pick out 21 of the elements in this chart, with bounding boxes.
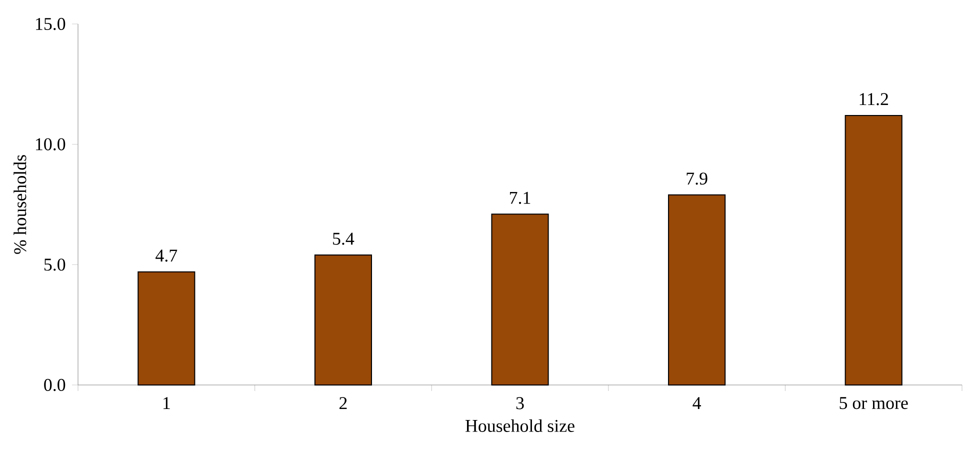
- y-axis-title: % households: [14, 155, 26, 254]
- data-label: 11.2: [860, 93, 888, 106]
- bar: [668, 194, 726, 386]
- bar: [138, 271, 196, 386]
- y-tick-label: 10.0: [36, 138, 66, 150]
- x-tick-label: 2: [340, 397, 347, 410]
- x-axis-title: Household size: [465, 419, 574, 432]
- x-tick-label: 3: [516, 397, 524, 410]
- bar: [844, 114, 902, 386]
- data-label: 7.9: [686, 172, 708, 185]
- data-label: 7.1: [510, 192, 530, 204]
- x-tick-label: 1: [164, 397, 170, 409]
- y-tick-label: 5.0: [44, 258, 66, 271]
- bar: [491, 214, 549, 386]
- data-label: 5.4: [333, 232, 354, 245]
- x-tick-label: 4: [692, 397, 702, 409]
- y-tick-label: 0.0: [44, 378, 66, 392]
- x-tick-label: 5 or more: [840, 397, 908, 410]
- data-label: 4.7: [156, 250, 178, 262]
- bar: [314, 254, 372, 386]
- y-tick-label: 15.0: [36, 18, 66, 30]
